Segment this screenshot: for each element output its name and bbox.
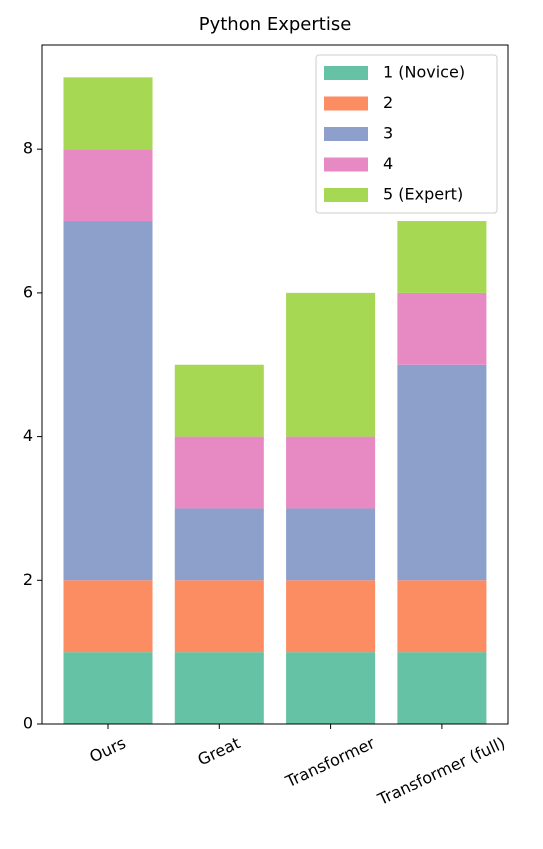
legend-label: 5 (Expert) — [383, 185, 463, 204]
x-tick-label: Transformer — [282, 733, 378, 791]
chart-title: Python Expertise — [199, 14, 352, 35]
x-tick-label: Transformer (full) — [374, 733, 508, 809]
bar-segment — [397, 364, 487, 581]
legend-swatch — [324, 127, 368, 141]
bar-segment — [174, 508, 264, 581]
bar-segment — [63, 77, 153, 150]
bar-segment — [63, 149, 153, 222]
bar-segment — [174, 580, 264, 653]
bar-segment — [174, 436, 264, 509]
y-tick-label: 6 — [23, 282, 33, 301]
legend-swatch — [324, 188, 368, 202]
bar-segment — [174, 652, 264, 724]
bar-segment — [397, 221, 487, 293]
bar-segment — [63, 221, 153, 581]
y-tick-label: 4 — [23, 426, 33, 445]
bar-segment — [63, 652, 153, 724]
bar-segment — [286, 580, 376, 653]
bar-segment — [286, 652, 376, 724]
legend-box — [315, 54, 498, 214]
legend-swatch — [324, 66, 368, 80]
legend-label: 3 — [383, 124, 393, 143]
plot-frame — [41, 44, 509, 725]
y-tick-label: 0 — [23, 714, 33, 733]
legend-swatch — [324, 157, 368, 172]
bar-segment — [397, 292, 487, 365]
bar-segment — [174, 364, 264, 437]
bar-segment — [397, 580, 487, 653]
bar-segment — [397, 652, 487, 724]
x-tick-label: Ours — [86, 733, 128, 766]
legend-label: 1 (Novice) — [383, 63, 465, 82]
y-tick-label: 8 — [23, 139, 33, 158]
legend-label: 2 — [383, 93, 393, 112]
y-tick-label: 2 — [23, 570, 33, 589]
legend-label: 4 — [383, 154, 393, 173]
bar-segment — [286, 508, 376, 581]
bar-segment — [286, 292, 376, 437]
bar-segment — [63, 580, 153, 653]
x-tick-label: Great — [195, 733, 243, 769]
legend-swatch — [324, 96, 368, 111]
bar-segment — [286, 436, 376, 509]
